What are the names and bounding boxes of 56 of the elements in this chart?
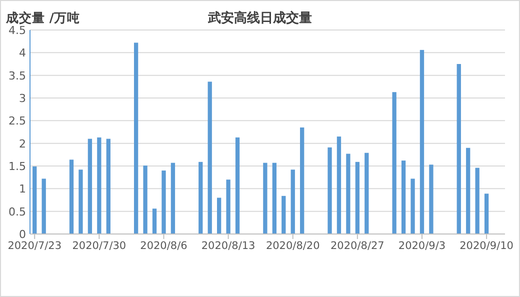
bar — [88, 138, 92, 234]
bar — [217, 198, 222, 234]
bar — [410, 178, 415, 234]
x-tick-label: 2020/8/13 — [201, 240, 256, 252]
bar — [69, 160, 74, 234]
y-tick-label: 3.5 — [8, 69, 26, 82]
x-tick-label: 2020/8/20 — [266, 240, 320, 252]
bar — [336, 136, 342, 234]
bar — [143, 166, 148, 234]
y-tick-label: 4 — [19, 46, 26, 60]
y-tick-label: 1.5 — [8, 160, 26, 173]
bar — [392, 92, 396, 234]
y-tick-label: 0.5 — [8, 205, 26, 218]
bar — [208, 82, 212, 234]
bar — [300, 127, 304, 234]
y-tick-label: 2 — [19, 137, 26, 150]
bar — [328, 147, 332, 234]
x-tick-label: 2020/7/30 — [72, 240, 126, 252]
bar — [162, 170, 166, 234]
y-tick-label: 0 — [19, 228, 26, 241]
x-tick-label: 2020/9/3 — [398, 240, 446, 252]
x-tick-label: 2020/7/23 — [8, 240, 62, 252]
bar — [170, 162, 176, 234]
y-tick-label: 4.5 — [8, 24, 26, 37]
bar — [106, 138, 110, 234]
bar — [420, 50, 424, 234]
bar — [401, 160, 406, 234]
bar — [78, 170, 83, 234]
x-tick-label: 2020/9/10 — [460, 240, 514, 252]
bar — [282, 196, 286, 234]
x-tick-label: 2020/8/6 — [140, 240, 188, 252]
y-axis-title: 成交量 /万吨 — [5, 10, 80, 25]
y-tick-label: 2.5 — [8, 114, 26, 128]
bar — [235, 137, 240, 234]
bar — [364, 152, 369, 234]
bar — [272, 162, 276, 234]
bar — [475, 168, 480, 234]
bar — [429, 164, 434, 234]
bar — [290, 170, 295, 234]
bar — [484, 194, 489, 234]
bar — [263, 162, 268, 234]
y-tick-label: 3 — [19, 92, 26, 105]
y-tick-label: 1 — [19, 182, 26, 196]
bar — [456, 64, 461, 234]
bar — [32, 166, 37, 234]
chart-title: 武安高线日成交量 — [207, 10, 312, 26]
bar — [346, 154, 350, 234]
bar — [466, 148, 470, 234]
bar — [198, 162, 203, 234]
bar — [134, 42, 138, 234]
bar — [226, 180, 230, 234]
x-tick-label: 2020/8/27 — [330, 240, 384, 252]
bar — [355, 162, 360, 234]
bar — [97, 137, 102, 234]
bar — [152, 208, 157, 234]
bar — [42, 178, 46, 234]
